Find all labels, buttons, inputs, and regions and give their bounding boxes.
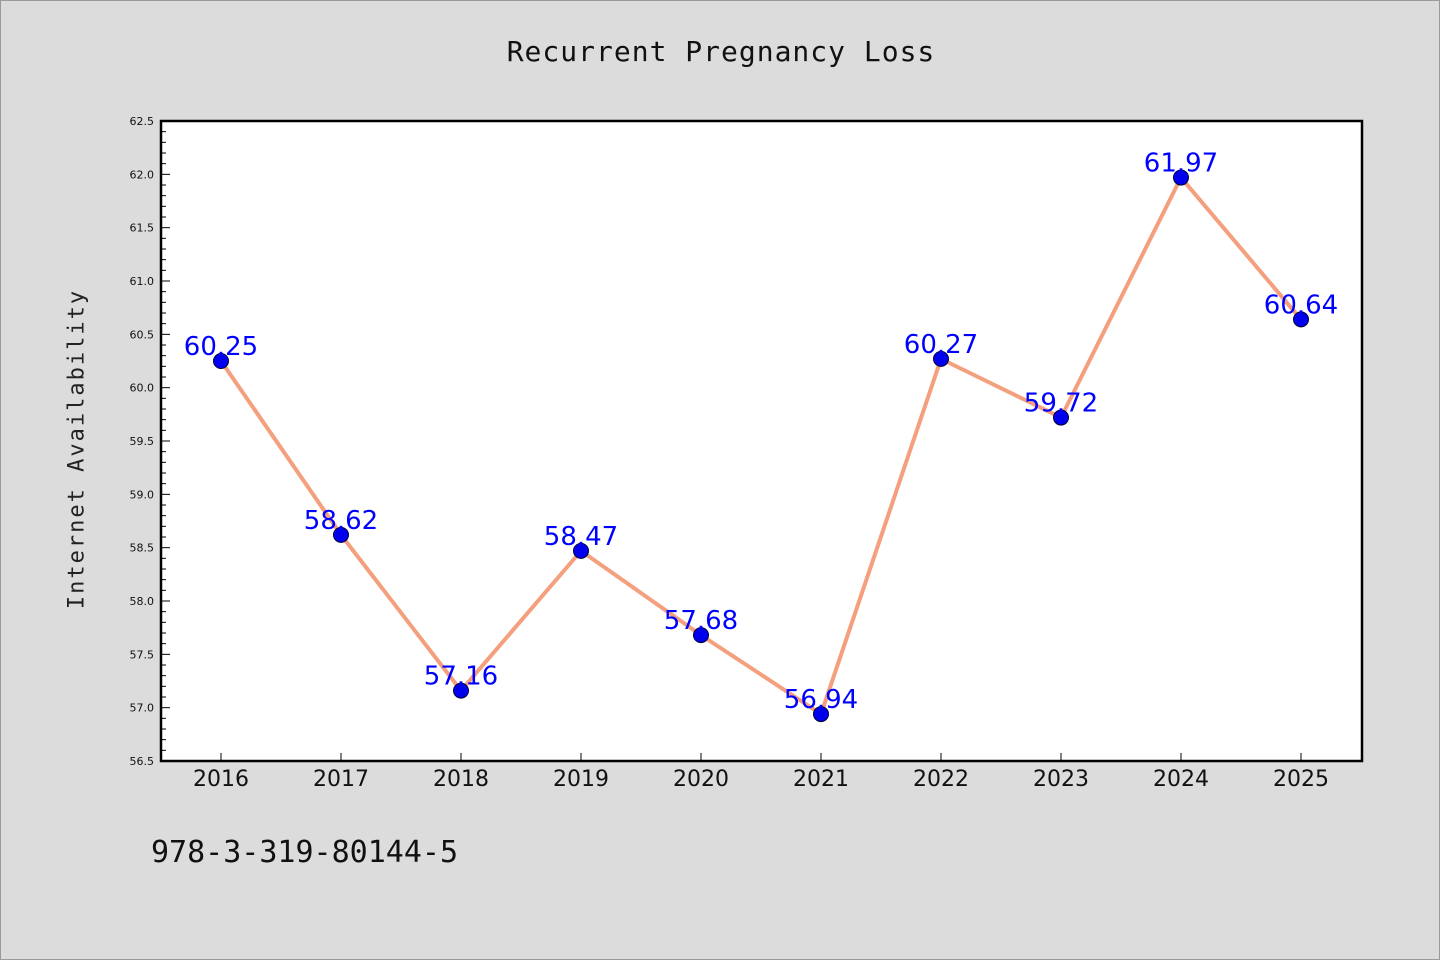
series-line (219, 175, 1303, 717)
data-point (1173, 169, 1189, 186)
x-tick-label: 2018 (433, 767, 489, 792)
data-point (573, 542, 589, 559)
data-label: 56.94 (784, 685, 858, 715)
plot-frame (159, 119, 1364, 763)
y-tick-label: 59.0 (130, 488, 155, 501)
y-tick-label: 57.5 (130, 648, 155, 661)
y-tick-label: 62.5 (130, 115, 155, 128)
x-tick-label: 2019 (553, 767, 609, 792)
x-tick-label: 2022 (913, 767, 969, 792)
x-tick-label: 2021 (793, 767, 849, 792)
data-point (813, 706, 829, 723)
data-point (213, 353, 229, 369)
y-tick-label: 56.5 (130, 755, 155, 768)
chart-title: Recurrent Pregnancy Loss (506, 35, 936, 68)
x-axis: 2016 2017 2018 2019 2020 2021 2022 2023 2024 2025 (193, 753, 1329, 792)
x-tick-label: 2024 (1153, 767, 1209, 792)
data-point (1053, 409, 1069, 426)
y-tick-label: 58.5 (130, 542, 155, 555)
y-tick-label: 58.0 (130, 595, 155, 608)
data-point (1293, 311, 1309, 328)
data-point (933, 350, 949, 367)
x-tick-label: 2016 (193, 767, 249, 792)
data-label: 59.72 (1024, 389, 1098, 419)
y-tick-label: 60.5 (130, 328, 155, 341)
data-label: 58.62 (304, 506, 378, 536)
data-point (333, 526, 349, 543)
x-tick-label: 2025 (1273, 767, 1329, 792)
x-tick-label: 2017 (313, 767, 369, 792)
y-tick-label: 57.0 (130, 702, 155, 715)
data-label: 57.16 (424, 662, 498, 692)
series-line-group (219, 175, 1303, 717)
y-tick-label: 59.5 (130, 435, 155, 448)
data-label: 60.64 (1264, 290, 1338, 320)
data-label: 57.68 (664, 606, 738, 636)
data-point (693, 627, 709, 644)
y-tick-label: 60.0 (130, 382, 155, 395)
x-tick-label: 2023 (1033, 767, 1089, 792)
x-tick-label: 2020 (673, 767, 729, 792)
plot-area (161, 121, 1362, 761)
data-point (453, 682, 469, 699)
y-tick-label: 62.0 (130, 168, 155, 181)
data-label: 60.27 (904, 330, 978, 360)
data-points (213, 169, 1309, 723)
data-labels: 60.25 58.62 57.16 58.47 57.68 56.94 60.27 59.72… (184, 149, 1338, 716)
footer-isbn: 978-3-319-80144-5 (151, 835, 459, 870)
data-label: 61.97 (1144, 149, 1218, 179)
y-tick-label: 61.0 (130, 275, 155, 288)
y-tick-label: 61.5 (130, 222, 155, 235)
y-axis: 56.5 57.0 57.5 58.0 58.5 59.0 59.5 60.0 60.5 61.0… (130, 115, 170, 768)
data-label: 60.25 (184, 332, 258, 362)
data-label: 58.47 (544, 522, 618, 552)
